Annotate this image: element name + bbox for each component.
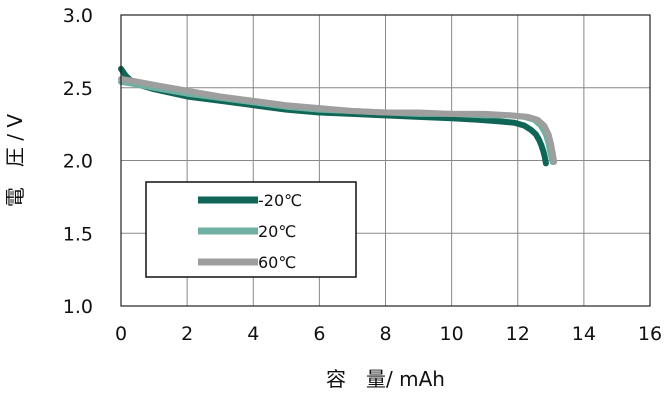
y-tick-label: 3.0 (63, 5, 93, 27)
x-tick-label: 14 (572, 323, 596, 345)
y-tick-label: 1.5 (63, 223, 93, 245)
series-lines (118, 65, 558, 167)
series-line-3 (118, 76, 558, 165)
legend: -20℃ 20℃ 60℃ (145, 181, 357, 278)
y-tick-label: 2.0 (63, 151, 93, 173)
x-axis-title: 容 量/ mAh (326, 367, 445, 391)
x-tick-label: 6 (313, 323, 325, 345)
x-tick-label: 10 (440, 323, 464, 345)
x-tick-label: 0 (115, 323, 127, 345)
y-tick-labels: 1.0 1.5 2.0 2.5 3.0 (63, 5, 93, 318)
y-tick-label: 1.0 (63, 296, 93, 318)
plot-area-border (120, 14, 651, 307)
x-tick-label: 4 (247, 323, 259, 345)
x-tick-label: 16 (638, 323, 662, 345)
legend-label: 20℃ (258, 222, 296, 241)
legend-label: -20℃ (258, 191, 302, 210)
x-tick-labels: 0 2 4 6 8 10 12 14 16 (115, 323, 662, 345)
legend-label: 60℃ (258, 253, 296, 272)
y-tick-label: 2.5 (63, 78, 93, 100)
x-tick-label: 8 (379, 323, 391, 345)
y-axis-title: 電 圧 / V (3, 114, 27, 207)
x-tick-label: 2 (181, 323, 193, 345)
x-tick-label: 12 (506, 323, 530, 345)
